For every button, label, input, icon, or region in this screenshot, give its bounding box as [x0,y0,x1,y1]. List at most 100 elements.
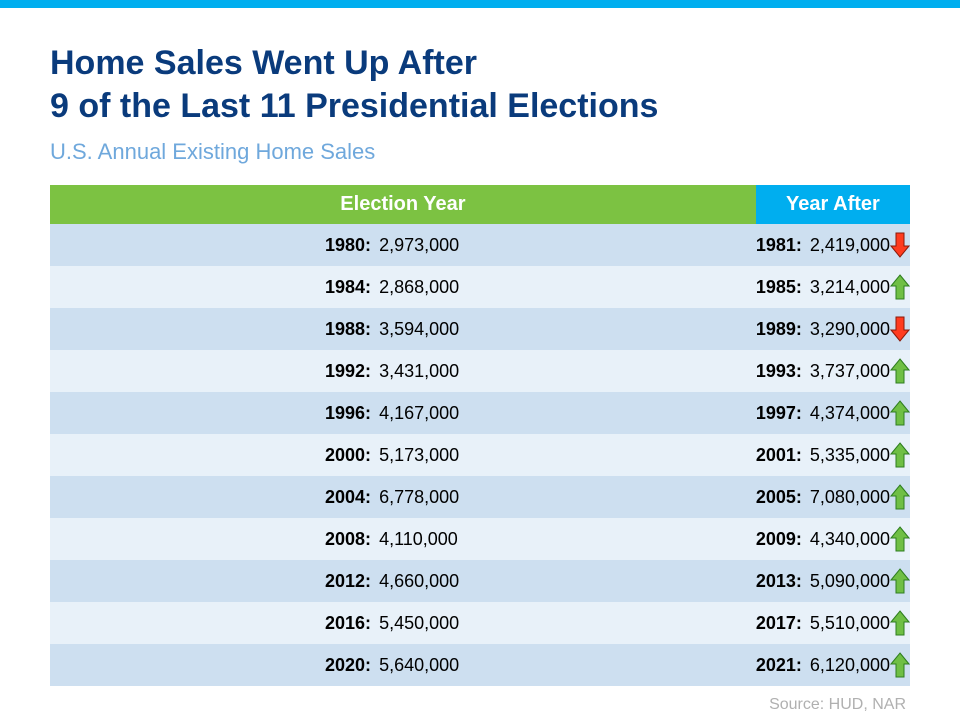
after-year: 1981: [756,235,802,255]
after-year-cell: 2005: [756,476,810,518]
election-year-cell: 2004: [50,476,379,518]
election-year-cell: 1984: [50,266,379,308]
title-line-1: Home Sales Went Up After [50,44,477,82]
arrow-up-icon [890,434,910,476]
election-year-cell: 2000: [50,434,379,476]
arrow-down-icon [890,308,910,350]
election-value-cell: 3,431,000 [379,350,756,392]
after-year-cell: 2009: [756,518,810,560]
content-area: Home Sales Went Up After 9 of the Last 1… [0,8,960,714]
after-value-cell: 7,080,000 [810,476,890,518]
after-value-cell: 5,090,000 [810,560,890,602]
election-year: 1988: [325,319,371,339]
after-value-cell: 6,120,000 [810,644,890,686]
election-year: 2000: [325,445,371,465]
election-value-cell: 5,173,000 [379,434,756,476]
election-year-cell: 2008: [50,518,379,560]
after-year-cell: 2001: [756,434,810,476]
arrow-up-icon [890,266,910,308]
arrow-up-icon [890,602,910,644]
page-subtitle: U.S. Annual Existing Home Sales [50,139,910,165]
arrow-up-icon [890,476,910,518]
after-year-cell: 1981: [756,224,810,266]
after-year: 1993: [756,361,802,381]
table-row: 1988: 3,594,0001989: 3,290,000 [50,308,910,350]
table-row: 2012: 4,660,0002013: 5,090,000 [50,560,910,602]
arrow-up-icon [890,392,910,434]
election-value-cell: 4,660,000 [379,560,756,602]
election-year-cell: 1980: [50,224,379,266]
after-value-cell: 3,214,000 [810,266,890,308]
title-line-2: 9 of the Last 11 Presidential Elections [50,87,658,125]
table-row: 2016: 5,450,0002017: 5,510,000 [50,602,910,644]
election-year: 2016: [325,613,371,633]
after-year-cell: 1989: [756,308,810,350]
after-year: 2009: [756,529,802,549]
table-row: 2004: 6,778,0002005: 7,080,000 [50,476,910,518]
after-year: 1989: [756,319,802,339]
election-year-cell: 1996: [50,392,379,434]
after-year-cell: 1985: [756,266,810,308]
election-year: 1992: [325,361,371,381]
election-year-cell: 2016: [50,602,379,644]
source-attribution: Source: HUD, NAR [50,696,910,714]
election-value-cell: 4,167,000 [379,392,756,434]
col-header-year-after: Year After [756,185,910,224]
election-year: 2004: [325,487,371,507]
col-header-election-year: Election Year [50,185,756,224]
election-value-cell: 5,450,000 [379,602,756,644]
table-row: 1980: 2,973,0001981: 2,419,000 [50,224,910,266]
after-year: 2017: [756,613,802,633]
table-row: 1996: 4,167,0001997: 4,374,000 [50,392,910,434]
table-row: 2020: 5,640,0002021: 6,120,000 [50,644,910,686]
election-value-cell: 2,868,000 [379,266,756,308]
after-value-cell: 3,290,000 [810,308,890,350]
after-year-cell: 2017: [756,602,810,644]
arrow-down-icon [890,224,910,266]
election-year-cell: 2012: [50,560,379,602]
after-value-cell: 3,737,000 [810,350,890,392]
election-value-cell: 6,778,000 [379,476,756,518]
election-year: 1980: [325,235,371,255]
after-year-cell: 1993: [756,350,810,392]
election-year-cell: 1992: [50,350,379,392]
top-accent-bar [0,0,960,8]
arrow-up-icon [890,560,910,602]
table-row: 1992: 3,431,0001993: 3,737,000 [50,350,910,392]
page-title: Home Sales Went Up After 9 of the Last 1… [50,42,910,127]
after-value-cell: 2,419,000 [810,224,890,266]
election-year: 2012: [325,571,371,591]
election-value-cell: 5,640,000 [379,644,756,686]
home-sales-table: Election Year Year After 1980:2,973,0001… [50,185,910,686]
after-value-cell: 4,340,000 [810,518,890,560]
after-value-cell: 5,510,000 [810,602,890,644]
election-value-cell: 4,110,000 [379,518,756,560]
after-year: 1997: [756,403,802,423]
after-year: 2001: [756,445,802,465]
after-value-cell: 4,374,000 [810,392,890,434]
election-year: 2020: [325,655,371,675]
table-row: 2000: 5,173,0002001: 5,335,000 [50,434,910,476]
after-year: 1985: [756,277,802,297]
election-year-cell: 1988: [50,308,379,350]
after-value-cell: 5,335,000 [810,434,890,476]
table-body: 1980: 2,973,0001981: 2,419,000 1984: 2,868,0… [50,224,910,686]
after-year: 2021: [756,655,802,675]
election-year-cell: 2020: [50,644,379,686]
after-year: 2013: [756,571,802,591]
arrow-up-icon [890,644,910,686]
election-value-cell: 2,973,000 [379,224,756,266]
table-row: 2008: 4,110,0002009: 4,340,000 [50,518,910,560]
election-year: 1984: [325,277,371,297]
table-header-row: Election Year Year After [50,185,910,224]
election-value-cell: 3,594,000 [379,308,756,350]
election-year: 2008: [325,529,371,549]
table-row: 1984: 2,868,0001985: 3,214,000 [50,266,910,308]
election-year: 1996: [325,403,371,423]
arrow-up-icon [890,518,910,560]
arrow-up-icon [890,350,910,392]
after-year-cell: 2013: [756,560,810,602]
after-year: 2005: [756,487,802,507]
after-year-cell: 1997: [756,392,810,434]
after-year-cell: 2021: [756,644,810,686]
